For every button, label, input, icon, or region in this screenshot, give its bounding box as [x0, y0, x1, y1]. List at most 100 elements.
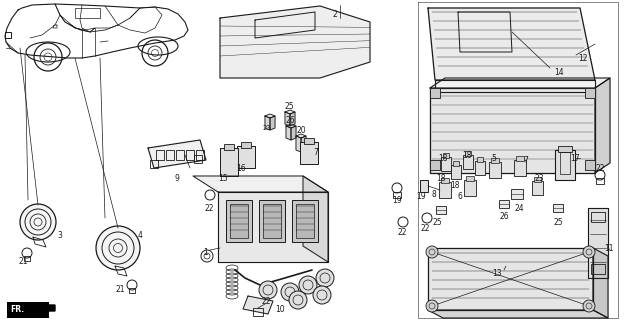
Text: 22: 22 — [421, 223, 431, 233]
Text: 17: 17 — [570, 154, 580, 163]
Circle shape — [316, 269, 334, 287]
Circle shape — [299, 276, 317, 294]
Text: 26: 26 — [286, 116, 296, 124]
Bar — [430, 160, 440, 170]
Bar — [296, 204, 314, 238]
Bar — [511, 189, 523, 199]
Bar — [534, 177, 541, 182]
Polygon shape — [218, 192, 328, 262]
Text: 2: 2 — [333, 10, 338, 19]
Bar — [194, 155, 202, 163]
Bar — [453, 161, 459, 166]
Text: 18: 18 — [436, 173, 446, 182]
Text: 20: 20 — [297, 125, 306, 134]
Polygon shape — [148, 140, 206, 168]
Bar — [451, 165, 461, 179]
Bar — [591, 212, 605, 222]
Circle shape — [583, 300, 595, 312]
Bar — [489, 162, 501, 178]
Polygon shape — [428, 8, 595, 80]
Bar — [237, 146, 255, 168]
Polygon shape — [588, 208, 608, 278]
Polygon shape — [428, 310, 608, 318]
Polygon shape — [291, 126, 296, 140]
Bar — [176, 150, 184, 160]
Polygon shape — [265, 114, 275, 118]
Polygon shape — [428, 248, 593, 310]
Circle shape — [20, 204, 56, 240]
Text: 12: 12 — [578, 53, 588, 62]
Polygon shape — [435, 80, 595, 92]
Bar — [475, 161, 485, 175]
Circle shape — [289, 291, 307, 309]
Text: 22: 22 — [262, 298, 271, 307]
Bar — [224, 144, 234, 150]
Bar — [196, 150, 204, 160]
Polygon shape — [303, 176, 328, 262]
Bar — [186, 150, 194, 160]
Bar — [420, 180, 428, 192]
Text: 1: 1 — [203, 247, 208, 257]
Bar — [466, 176, 474, 181]
Text: 25: 25 — [285, 101, 295, 110]
Bar — [230, 204, 248, 238]
Text: 5: 5 — [491, 154, 496, 163]
Bar — [555, 150, 575, 180]
Bar — [596, 178, 604, 184]
Polygon shape — [285, 112, 290, 126]
Bar — [259, 200, 285, 242]
Bar — [441, 178, 449, 183]
Bar — [443, 153, 449, 158]
Circle shape — [426, 300, 438, 312]
Polygon shape — [290, 112, 295, 126]
Polygon shape — [301, 136, 306, 152]
Bar — [304, 138, 314, 144]
Bar — [439, 182, 451, 198]
Bar — [585, 160, 595, 170]
Text: 6: 6 — [458, 191, 463, 201]
Polygon shape — [430, 78, 610, 88]
Text: 25: 25 — [433, 218, 442, 227]
Polygon shape — [265, 116, 270, 130]
Bar — [553, 204, 563, 212]
Text: 10: 10 — [275, 306, 285, 315]
Bar — [226, 200, 252, 242]
Text: 4: 4 — [138, 230, 143, 239]
Text: 19: 19 — [416, 191, 426, 201]
Bar — [591, 264, 605, 274]
Bar — [430, 88, 440, 98]
Circle shape — [259, 281, 277, 299]
Bar — [166, 150, 174, 160]
Circle shape — [426, 246, 438, 258]
Polygon shape — [286, 126, 291, 140]
Text: 23: 23 — [535, 173, 545, 182]
Circle shape — [583, 246, 595, 258]
Bar — [441, 157, 451, 171]
Bar — [7, 302, 49, 318]
Bar — [150, 160, 158, 168]
Bar — [532, 181, 543, 195]
Text: 21: 21 — [18, 258, 27, 267]
Polygon shape — [296, 134, 306, 138]
Bar — [585, 88, 595, 98]
FancyArrow shape — [22, 303, 55, 313]
Circle shape — [281, 283, 299, 301]
Text: 19: 19 — [392, 196, 402, 204]
Bar — [477, 157, 483, 162]
Text: 7: 7 — [523, 156, 528, 164]
Bar — [253, 308, 263, 316]
Polygon shape — [430, 88, 595, 173]
Bar — [263, 204, 281, 238]
Text: 22: 22 — [398, 228, 407, 236]
Text: 9: 9 — [175, 173, 180, 182]
Bar — [300, 142, 318, 164]
Circle shape — [96, 226, 140, 270]
Text: 26: 26 — [500, 212, 510, 220]
Bar — [75, 8, 100, 18]
Polygon shape — [270, 116, 275, 130]
Bar — [560, 152, 570, 174]
Bar — [499, 200, 509, 208]
Bar — [24, 256, 30, 261]
Bar — [129, 288, 135, 293]
Text: 25: 25 — [554, 218, 563, 227]
